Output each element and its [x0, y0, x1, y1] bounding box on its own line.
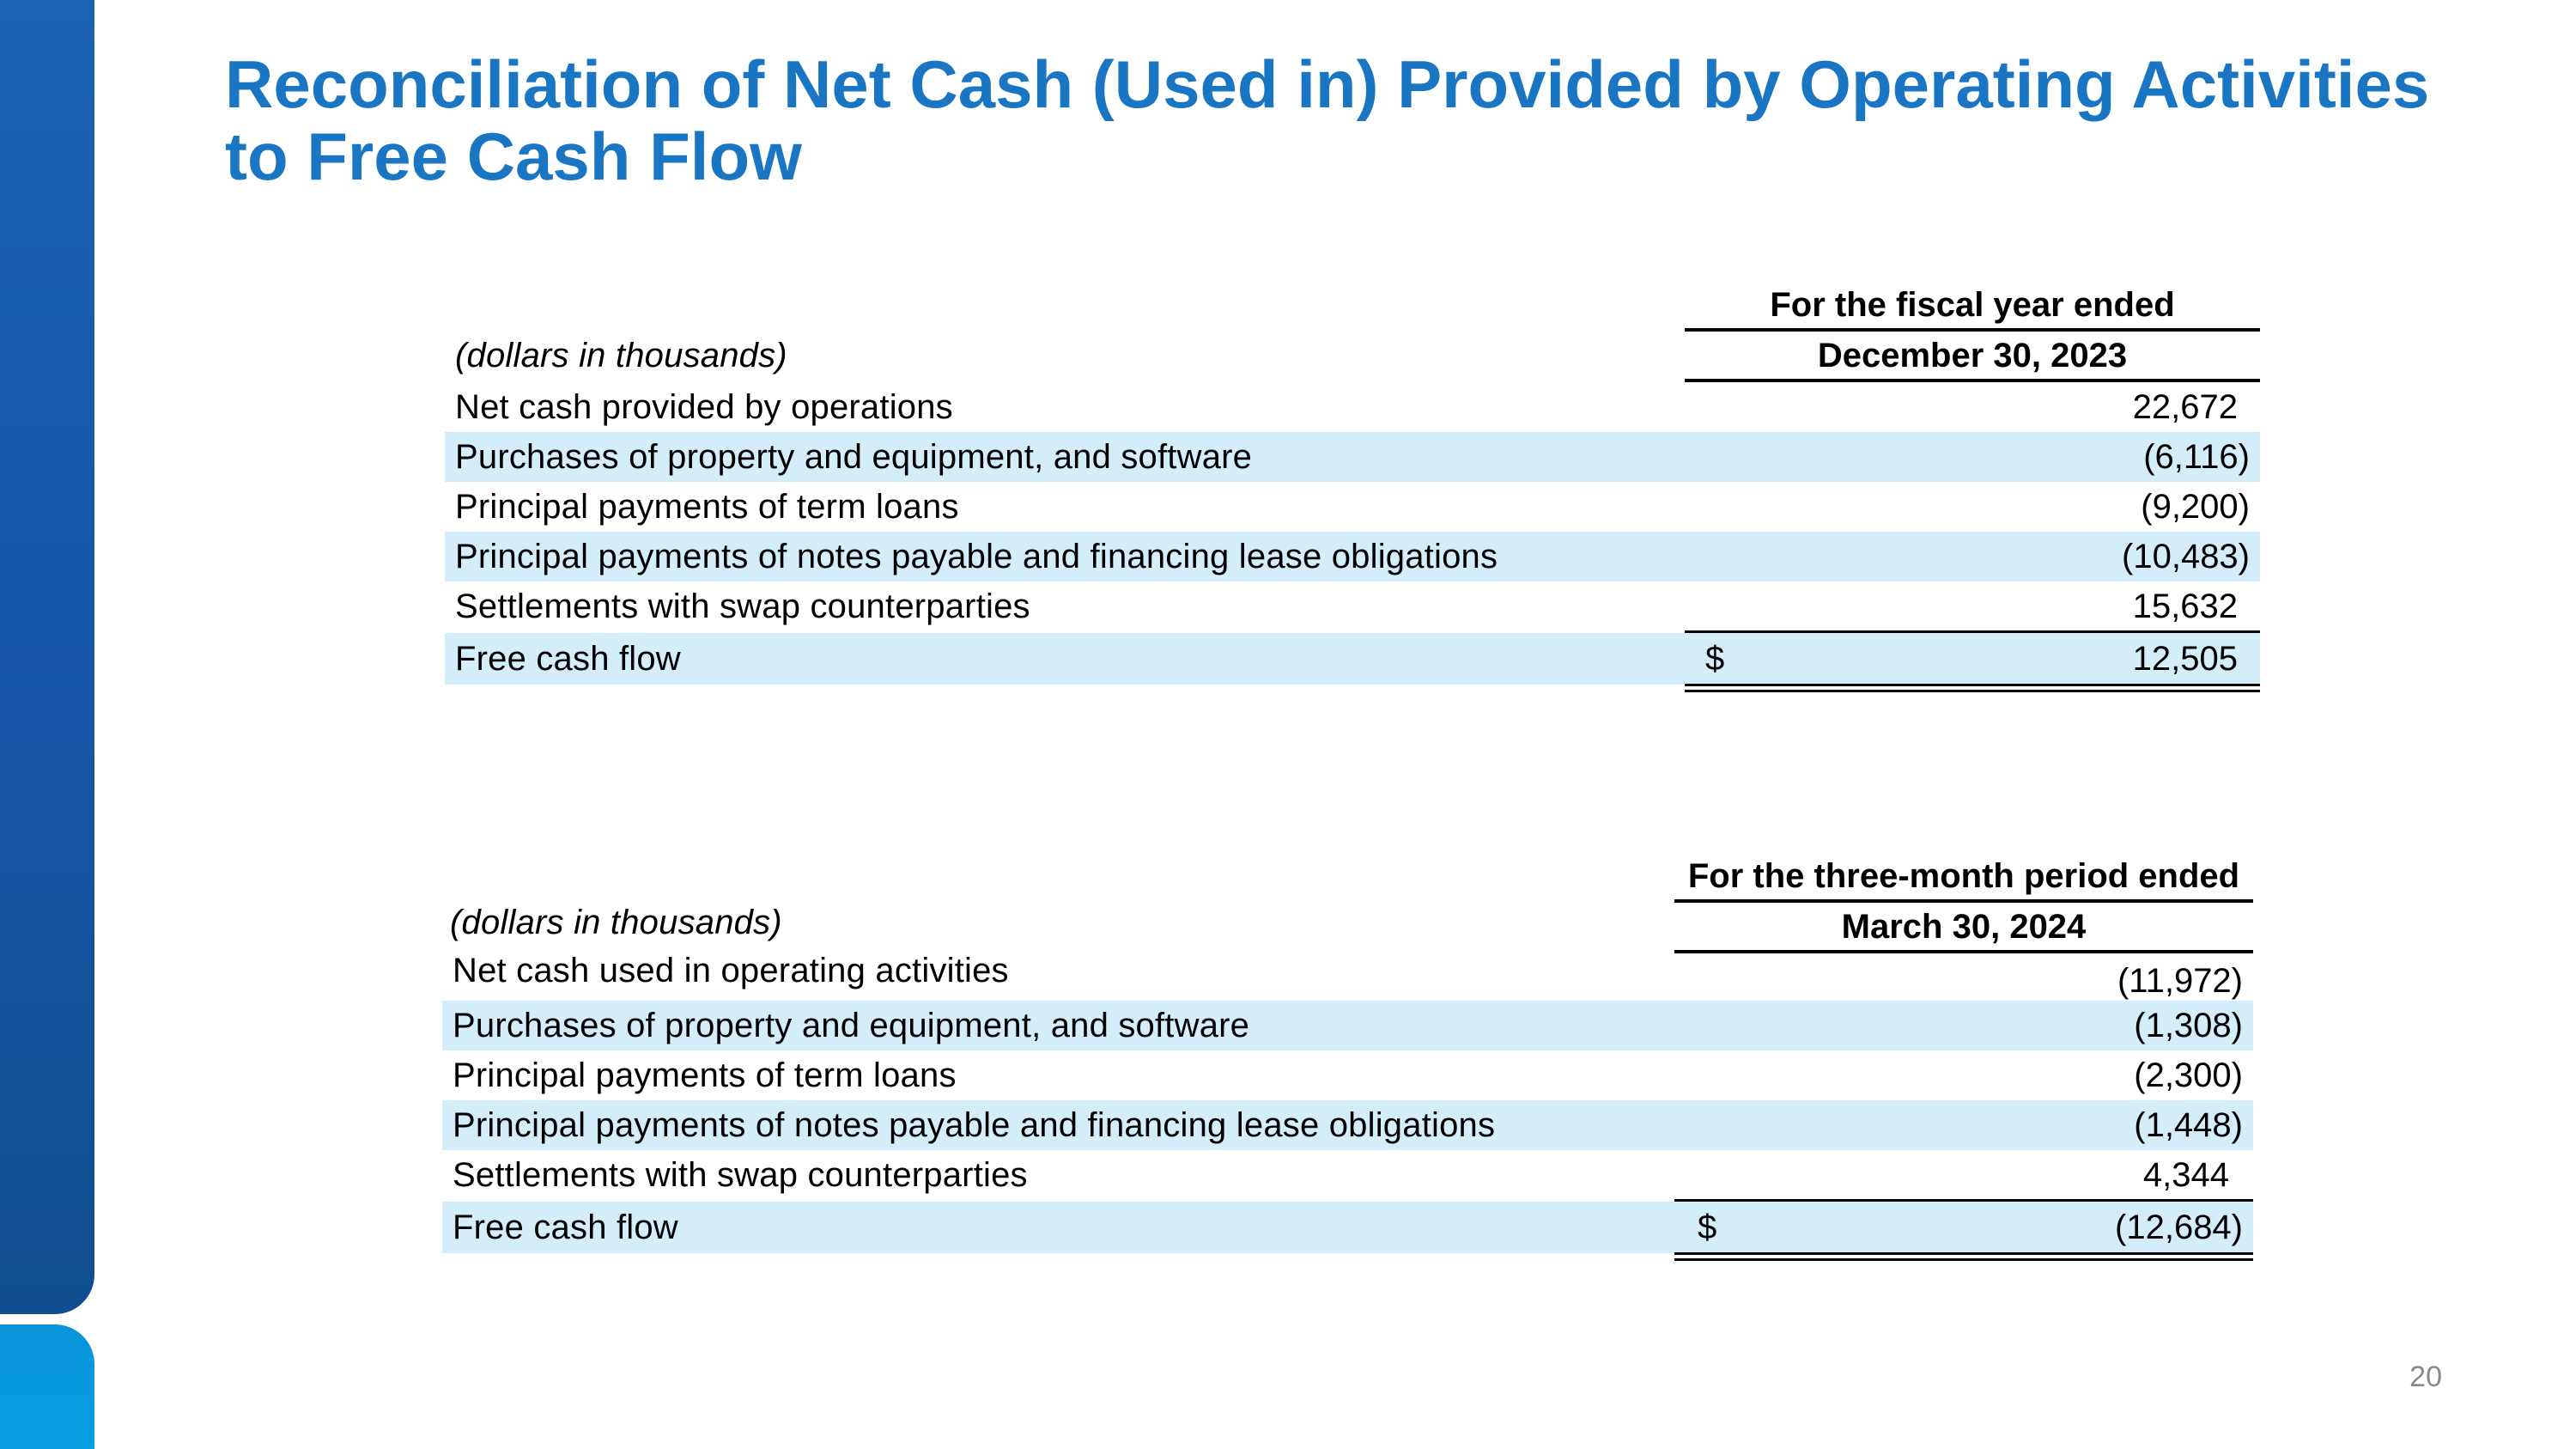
table-row: Principal payments of notes payable and …	[442, 1100, 2253, 1150]
table2-header-rule	[1674, 899, 2253, 903]
row-value: (1,448)	[2134, 1105, 2243, 1144]
row-label: Net cash used in operating activities	[453, 952, 1009, 989]
sidebar-decoration-top	[0, 0, 94, 1314]
row-label: Settlements with swap counterparties	[453, 1155, 1028, 1194]
currency-symbol: $	[1698, 1208, 1717, 1246]
table1-header-period: For the fiscal year ended	[1770, 286, 2175, 324]
row-label: Principal payments of notes payable and …	[453, 1105, 1496, 1144]
table-row: Net cash used in operating activities (1…	[442, 950, 2253, 1000]
table2-double-rule-a	[1674, 1252, 2253, 1255]
table2-double-rule-b	[1674, 1258, 2253, 1261]
row-value: 12,505	[2132, 639, 2238, 678]
table-row: Principal payments of term loans (9,200)	[445, 482, 2260, 532]
row-label: Purchases of property and equipment, and…	[455, 437, 1253, 476]
row-value: (9,200)	[2141, 487, 2250, 526]
table-row-total: Free cash flow $ 12,505	[445, 633, 2260, 685]
row-value: (12,684)	[2115, 1208, 2243, 1246]
table-row: Purchases of property and equipment, and…	[442, 1001, 2253, 1050]
row-label: Free cash flow	[453, 1208, 678, 1246]
row-value: (11,972)	[2117, 962, 2243, 1000]
table2-header-date: March 30, 2024	[1841, 908, 2087, 946]
row-label: Principal payments of term loans	[453, 1056, 957, 1094]
table2-units-label: (dollars in thousands)	[450, 904, 782, 941]
table-row: Principal payments of term loans (2,300)	[442, 1050, 2253, 1100]
row-value: (2,300)	[2134, 1056, 2243, 1094]
table-row-total: Free cash flow $ (12,684)	[442, 1202, 2253, 1253]
table1-header-rule	[1685, 328, 2260, 332]
page-title-line1: Reconciliation of Net Cash (Used in) Pro…	[225, 46, 2430, 122]
row-value: 4,344	[2142, 1155, 2229, 1194]
page-number: 20	[2409, 1361, 2442, 1393]
table1-total-rule	[1685, 630, 2260, 633]
row-label: Settlements with swap counterparties	[455, 587, 1030, 625]
row-label: Principal payments of notes payable and …	[455, 537, 1498, 575]
row-value: (10,483)	[2122, 537, 2250, 575]
table-row: Principal payments of notes payable and …	[445, 532, 2260, 581]
table2-total-rule	[1674, 1199, 2253, 1202]
table1-header-underline	[1685, 379, 2260, 382]
currency-symbol: $	[1705, 639, 1725, 678]
table1-header-date: December 30, 2023	[1817, 337, 2128, 374]
row-label: Net cash provided by operations	[455, 387, 953, 426]
table2-header-underline	[1674, 950, 2253, 953]
table-row: Net cash provided by operations 22,672	[445, 382, 2260, 432]
page-title: Reconciliation of Net Cash (Used in) Pro…	[225, 48, 2526, 192]
table1-units-label: (dollars in thousands)	[455, 337, 787, 374]
table-row: Purchases of property and equipment, and…	[445, 432, 2260, 482]
row-label: Purchases of property and equipment, and…	[453, 1006, 1250, 1044]
table1-double-rule-b	[1685, 690, 2260, 692]
row-label: Free cash flow	[455, 639, 681, 678]
table2-header-period: For the three-month period ended	[1687, 857, 2240, 895]
table1-double-rule-a	[1685, 684, 2260, 686]
table-row: Settlements with swap counterparties 15,…	[445, 581, 2260, 631]
sidebar-decoration-bottom	[0, 1324, 94, 1449]
table-row: Settlements with swap counterparties 4,3…	[442, 1150, 2253, 1200]
row-value: 15,632	[2132, 587, 2238, 625]
row-value: 22,672	[2132, 387, 2238, 426]
row-value: (1,308)	[2134, 1006, 2243, 1044]
row-value: (6,116)	[2143, 437, 2250, 476]
row-label: Principal payments of term loans	[455, 487, 959, 526]
page-title-line2: to Free Cash Flow	[225, 119, 802, 194]
